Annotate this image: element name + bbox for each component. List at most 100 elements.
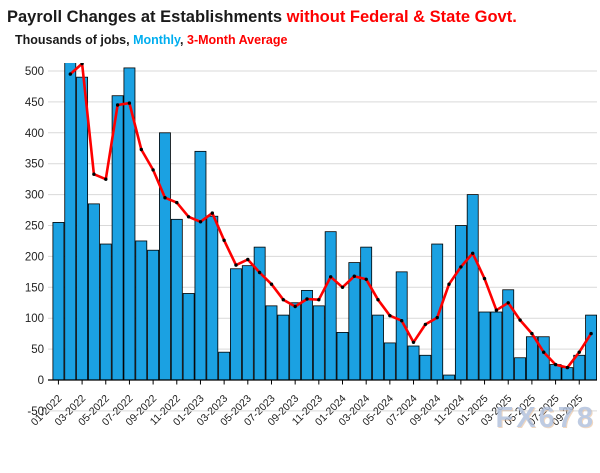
bar — [454, 225, 467, 381]
bar — [466, 194, 479, 381]
avg-point — [175, 200, 179, 205]
bar — [431, 243, 444, 381]
avg-point — [565, 365, 570, 370]
bar — [88, 203, 100, 381]
bar — [76, 76, 89, 381]
avg-point — [542, 350, 546, 354]
avg-point — [577, 350, 581, 354]
bar — [407, 345, 420, 381]
avg-point — [589, 331, 593, 336]
avg-point — [530, 331, 534, 336]
avg-point — [210, 211, 214, 215]
avg-point — [127, 101, 132, 105]
bar — [99, 243, 112, 381]
avg-point — [186, 215, 191, 219]
bar — [312, 305, 325, 381]
y-tick-label: 200 — [25, 251, 44, 263]
avg-point — [447, 282, 451, 286]
avg-point — [139, 147, 143, 152]
avg-point — [115, 103, 120, 107]
y-tick-label: 300 — [25, 190, 44, 202]
avg-point — [317, 298, 321, 302]
legend-average-label: 3-Month Average — [187, 33, 288, 47]
avg-point — [68, 72, 73, 76]
bar — [537, 336, 550, 381]
y-tick-label: 450 — [25, 97, 44, 109]
avg-point — [269, 282, 274, 286]
bar — [525, 336, 538, 381]
avg-point — [411, 340, 416, 344]
bar — [111, 95, 124, 381]
bar — [301, 289, 313, 381]
avg-point — [305, 297, 309, 301]
avg-point — [388, 314, 392, 318]
bar — [443, 374, 455, 381]
avg-point — [257, 270, 262, 275]
chart-title-highlight: without Federal & State Govt. — [286, 8, 517, 26]
avg-point — [400, 319, 404, 323]
avg-point — [281, 298, 285, 302]
y-tick-label: -50 — [27, 406, 44, 418]
y-tick-label: 50 — [31, 344, 44, 356]
avg-point — [459, 265, 463, 269]
avg-point — [234, 263, 238, 267]
y-tick-label: 100 — [25, 313, 44, 325]
bar — [383, 342, 396, 381]
avg-point — [163, 196, 167, 200]
bar — [194, 150, 207, 381]
avg-point — [506, 301, 510, 305]
y-tick-label: 500 — [25, 66, 44, 78]
avg-point — [376, 298, 380, 302]
chart-subtitle-legend: Thousands of jobs, Monthly, 3-Month Aver… — [15, 33, 287, 47]
bar — [478, 311, 491, 381]
avg-point — [553, 362, 558, 367]
bar — [64, 63, 77, 381]
y-tick-label: 350 — [25, 159, 44, 171]
avg-point — [329, 275, 333, 279]
bar — [182, 293, 195, 381]
bar — [289, 302, 302, 381]
subtitle-separator: , — [180, 33, 187, 47]
avg-point — [92, 172, 96, 176]
bar — [277, 314, 290, 381]
chart-title: Payroll Changes at Establishments withou… — [7, 8, 517, 27]
bar — [218, 351, 231, 381]
watermark: FX678 — [495, 402, 596, 434]
avg-point — [435, 315, 439, 320]
bar — [514, 357, 526, 381]
chart-title-main: Payroll Changes at Establishments — [7, 8, 287, 26]
bar — [336, 332, 349, 381]
bar — [206, 215, 219, 381]
bar — [135, 240, 148, 381]
avg-point — [151, 168, 155, 172]
avg-line-group — [68, 63, 593, 370]
y-tick-label: 250 — [25, 221, 44, 233]
subtitle-units-label: Thousands of jobs, — [15, 33, 134, 47]
avg-point — [518, 318, 522, 322]
avg-point — [364, 277, 368, 281]
y-tick-label: 400 — [25, 128, 44, 140]
bar — [241, 265, 254, 381]
bar — [372, 314, 384, 381]
avg-point — [198, 220, 203, 224]
bar — [561, 367, 574, 381]
avg-point — [340, 285, 345, 289]
bar — [419, 354, 432, 381]
avg-point — [104, 177, 108, 181]
legend-monthly-label: Monthly — [133, 33, 181, 47]
avg-point — [482, 276, 487, 281]
bar — [585, 314, 597, 381]
bar — [265, 305, 278, 381]
avg-point — [352, 274, 356, 278]
avg-point — [246, 257, 250, 262]
bar — [360, 246, 373, 381]
bar — [230, 268, 242, 381]
bar — [52, 222, 65, 381]
bar — [170, 218, 183, 381]
avg-point — [494, 308, 499, 312]
y-tick-label: 150 — [25, 282, 44, 294]
bars-group — [52, 63, 597, 381]
bar — [490, 311, 503, 381]
